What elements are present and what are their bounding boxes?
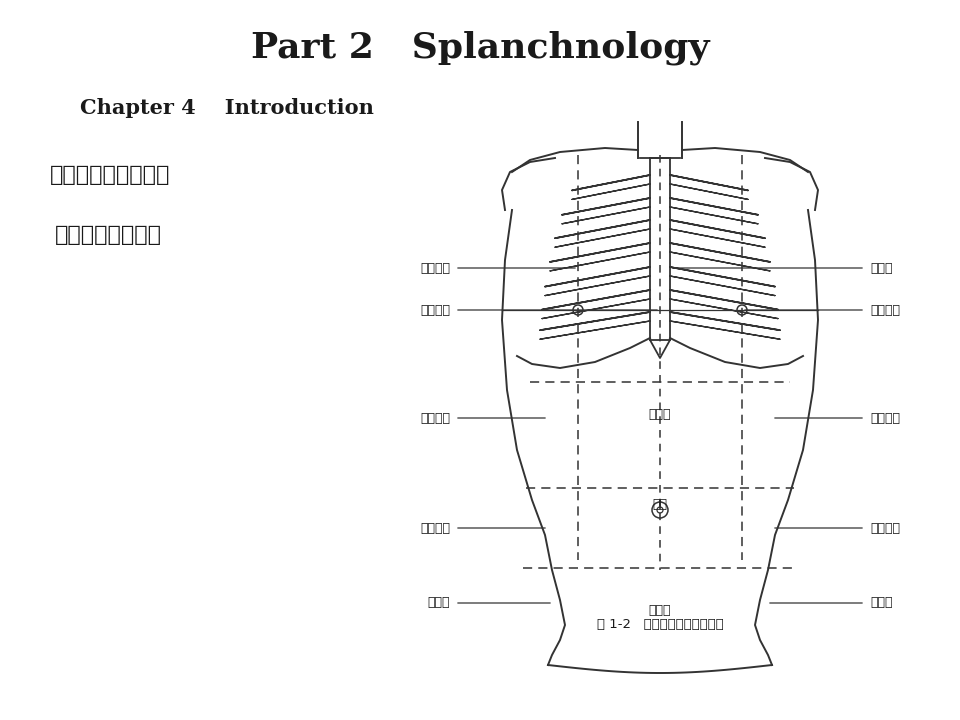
Text: 左髂区: 左髂区 <box>870 596 893 610</box>
Text: 腹下区: 腹下区 <box>649 603 671 616</box>
Text: 胸骨旁线: 胸骨旁线 <box>870 304 900 317</box>
Text: 腹上区: 腹上区 <box>649 408 671 421</box>
Text: Part 2   Splanchnology: Part 2 Splanchnology <box>251 31 709 66</box>
Text: 一、内脏的一般结构: 一、内脏的一般结构 <box>50 165 170 185</box>
Text: Chapter 4    Introduction: Chapter 4 Introduction <box>80 98 373 118</box>
Text: 右外侧区: 右外侧区 <box>420 521 450 534</box>
Text: 二、胸部的标志线: 二、胸部的标志线 <box>55 225 162 245</box>
Text: 胸骨线: 胸骨线 <box>870 261 893 274</box>
Text: 脐区: 脐区 <box>653 498 667 511</box>
Text: 左季肋区: 左季肋区 <box>870 412 900 425</box>
Text: 图 1-2   胸腹部的标志线及分区: 图 1-2 胸腹部的标志线及分区 <box>596 618 724 631</box>
Text: 前正中线: 前正中线 <box>420 304 450 317</box>
Text: 右季肋区: 右季肋区 <box>420 412 450 425</box>
Text: 右髂区: 右髂区 <box>427 596 450 610</box>
Text: 锁骨中线: 锁骨中线 <box>420 261 450 274</box>
Text: 左外侧区: 左外侧区 <box>870 521 900 534</box>
